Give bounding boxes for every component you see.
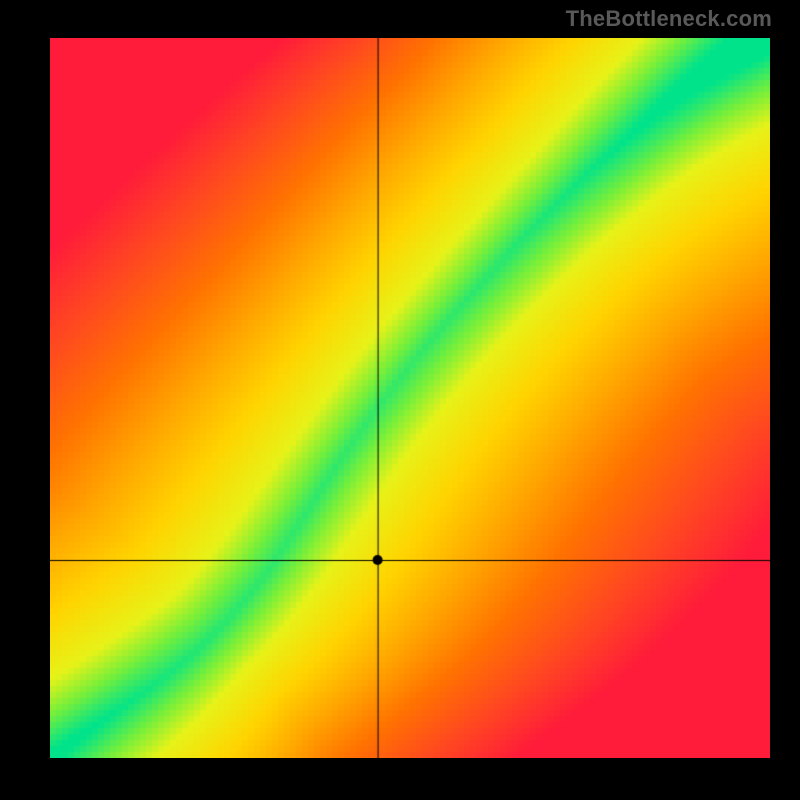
bottleneck-heatmap [50, 38, 770, 758]
watermark-text: TheBottleneck.com [566, 6, 772, 32]
